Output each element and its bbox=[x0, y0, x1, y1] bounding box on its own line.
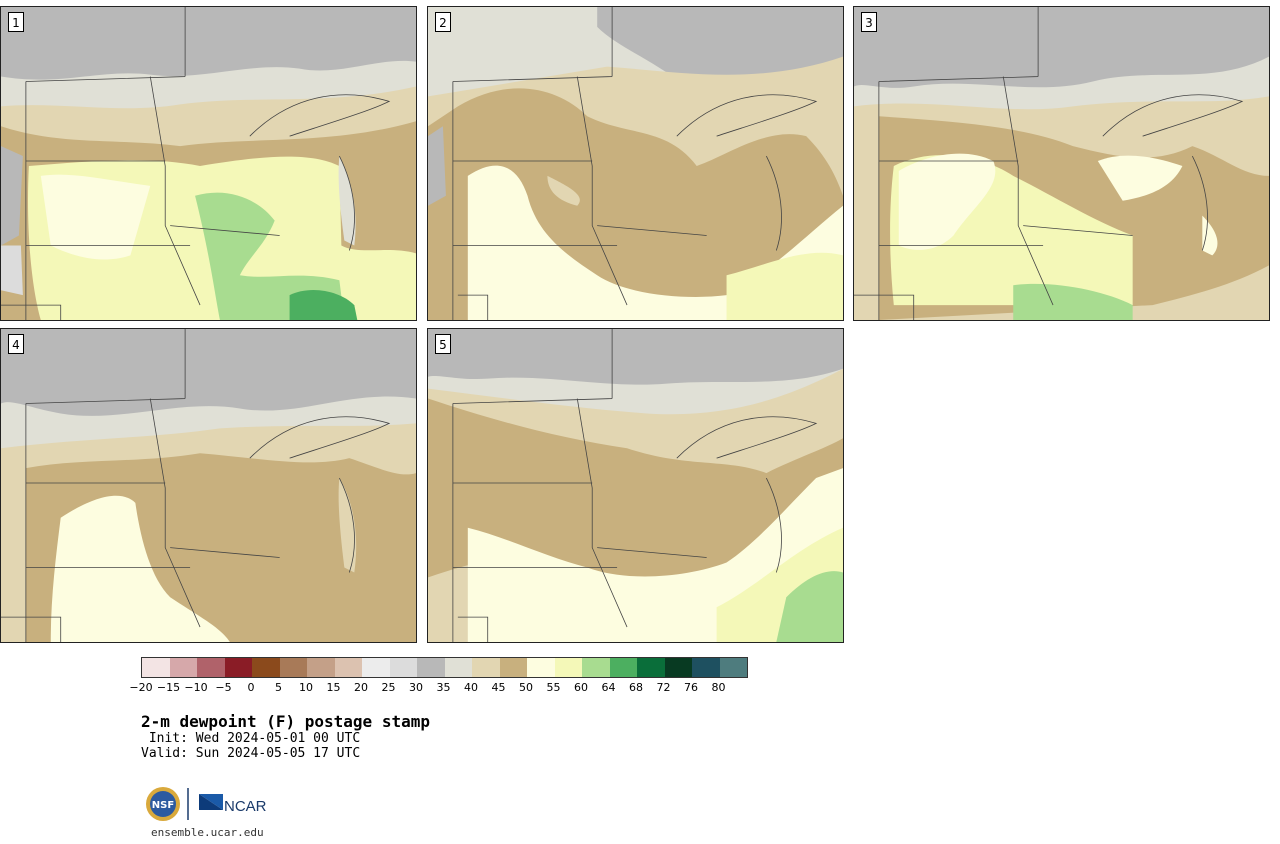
colorbar-tick-label: −15 bbox=[156, 681, 181, 694]
panel-number-badge: 3 bbox=[861, 12, 877, 32]
colorbar-swatch bbox=[252, 658, 280, 677]
colorbar-tick-label: 5 bbox=[275, 681, 282, 694]
colorbar-swatch bbox=[499, 658, 527, 677]
colorbar-tick-label: 30 bbox=[409, 681, 423, 694]
colorbar-swatch bbox=[444, 658, 472, 677]
colorbar-tick-label: 72 bbox=[656, 681, 671, 694]
colorbar-swatch bbox=[197, 658, 225, 677]
colorbar-tick-label: 55 bbox=[546, 681, 561, 694]
colorbar-tick-label: 64 bbox=[601, 681, 616, 694]
panel-number-badge: 2 bbox=[435, 12, 451, 32]
colorbar-swatch bbox=[169, 658, 197, 677]
colorbar-tick-label: 40 bbox=[464, 681, 478, 694]
colorbar-tick-label: 20 bbox=[354, 681, 368, 694]
colorbar-swatch bbox=[334, 658, 362, 677]
colorbar-tick-label: −20 bbox=[129, 681, 153, 694]
colorbar-swatch bbox=[692, 658, 720, 677]
map-panel-5: 5 bbox=[427, 328, 844, 643]
colorbar-swatch bbox=[719, 658, 747, 677]
colorbar-swatch bbox=[389, 658, 417, 677]
colorbar-tick-label: 50 bbox=[519, 681, 533, 694]
panel-number-badge: 5 bbox=[435, 334, 451, 354]
valid-time: Valid: Sun 2024-05-05 17 UTC bbox=[141, 746, 361, 761]
colorbar-tick-label: 10 bbox=[299, 681, 313, 694]
colorbar-swatch bbox=[664, 658, 692, 677]
colorbar-tick-label: −10 bbox=[184, 681, 208, 694]
colorbar-tick-label: 0 bbox=[247, 681, 255, 694]
nsf-logo-text: NSF bbox=[152, 800, 174, 811]
product-title: 2-m dewpoint (F) postage stamp bbox=[141, 712, 430, 731]
colorbar-tick-labels: −20 −15 −10 −5 0 5 10 15 20 25 30 35 40 45 50 55 60 64 68 7… bbox=[129, 681, 761, 695]
colorbar-swatch bbox=[527, 658, 555, 677]
colorbar-tick-label: 60 bbox=[574, 681, 588, 694]
colorbar-swatch bbox=[142, 658, 170, 677]
colorbar-tick-label: 80 bbox=[711, 681, 726, 694]
ncar-logo-text: NCAR bbox=[224, 798, 267, 815]
logos: NSF NCAR bbox=[145, 786, 275, 822]
colorbar-tick-label: 35 bbox=[436, 681, 451, 694]
panel-number-badge: 4 bbox=[8, 334, 24, 354]
colorbar-tick-label: 45 bbox=[491, 681, 506, 694]
colorbar-tick-label: 76 bbox=[684, 681, 698, 694]
colorbar-tick-label: 25 bbox=[381, 681, 396, 694]
nsf-logo-icon: NSF bbox=[146, 787, 180, 821]
colorbar-swatch bbox=[362, 658, 390, 677]
ncar-logo-icon: NCAR bbox=[199, 794, 267, 815]
colorbar-swatch bbox=[417, 658, 445, 677]
colorbar-swatch bbox=[609, 658, 637, 677]
colorbar-swatch bbox=[637, 658, 665, 677]
map-panel-4: 4 bbox=[0, 328, 417, 643]
map-panel-1: 1 bbox=[0, 6, 417, 321]
panel-number-badge: 1 bbox=[8, 12, 24, 32]
map-panel-2: 2 bbox=[427, 6, 844, 321]
colorbar-swatch bbox=[224, 658, 252, 677]
colorbar-tick-label: 68 bbox=[629, 681, 643, 694]
map-panel-3: 3 bbox=[853, 6, 1270, 321]
colorbar-tick-label: 15 bbox=[326, 681, 341, 694]
site-url: ensemble.ucar.edu bbox=[151, 826, 264, 839]
colorbar-swatch bbox=[554, 658, 582, 677]
colorbar-tick-label: −5 bbox=[215, 681, 232, 694]
init-time: Init: Wed 2024-05-01 00 UTC bbox=[141, 731, 361, 746]
colorbar bbox=[141, 657, 748, 678]
colorbar-swatch bbox=[582, 658, 610, 677]
colorbar-swatch bbox=[279, 658, 307, 677]
colorbar-swatch bbox=[307, 658, 335, 677]
colorbar-swatch bbox=[472, 658, 500, 677]
